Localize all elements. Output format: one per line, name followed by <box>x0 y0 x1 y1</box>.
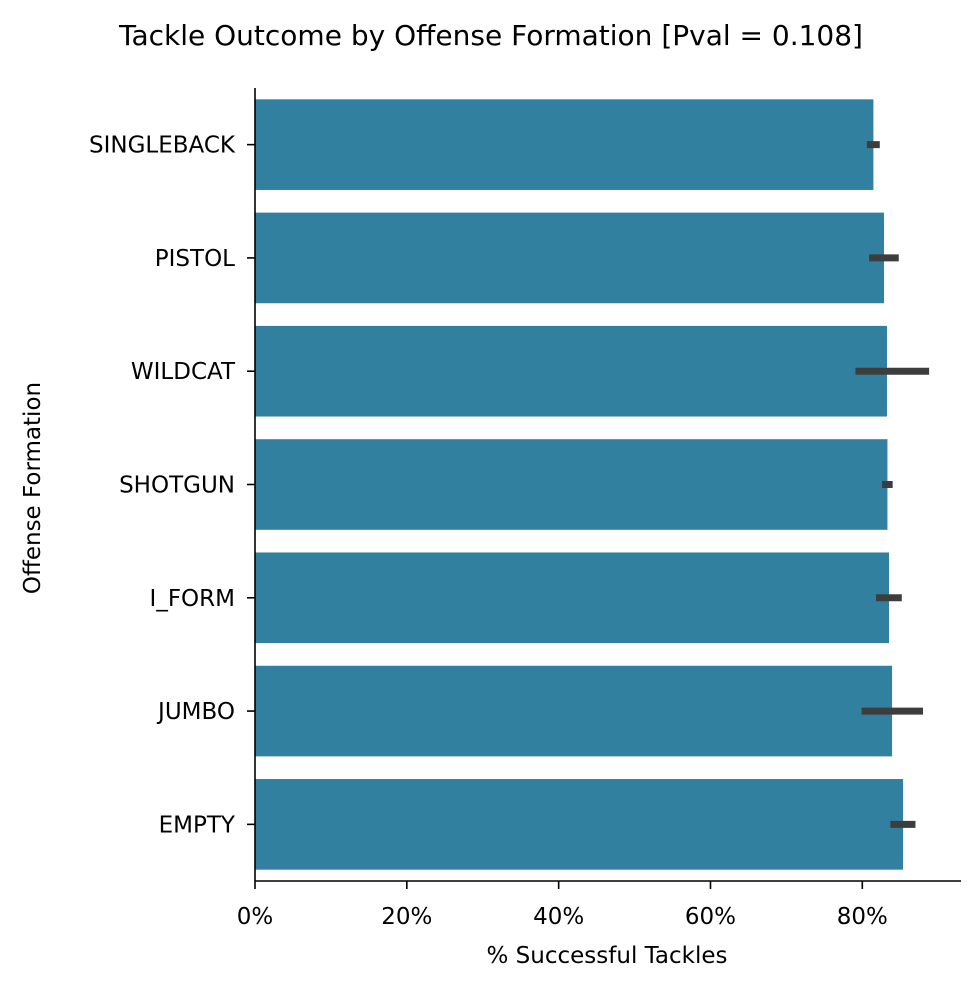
y-tick-label: SINGLEBACK <box>89 133 236 159</box>
bar-pistol <box>255 212 885 304</box>
x-tick-label: 80% <box>837 904 888 930</box>
bar-shotgun <box>255 439 888 530</box>
y-tick-label: I_FORM <box>150 586 235 612</box>
x-tick-label: 20% <box>381 904 432 930</box>
y-ticks-layer: SINGLEBACK PISTOL WILDCAT SHOTGUN I_FORM JUMB… <box>89 133 255 838</box>
bar-singleback <box>255 99 874 190</box>
x-ticks-layer: 0% 20% 40% 60% 80% <box>237 881 888 930</box>
bar-jumbo <box>255 665 893 757</box>
x-tick-label: 60% <box>685 904 736 930</box>
y-tick-label: JUMBO <box>156 699 235 725</box>
chart-title: Tackle Outcome by Offense Formation [Pva… <box>118 19 863 52</box>
bar-empty <box>255 779 904 870</box>
x-axis-label: % Successful Tackles <box>487 943 728 969</box>
error-bars-layer <box>855 141 930 828</box>
bar-wildcat <box>255 325 887 417</box>
y-tick-label: WILDCAT <box>131 359 236 385</box>
y-tick-label: SHOTGUN <box>119 473 235 499</box>
x-tick-label: 0% <box>237 904 274 930</box>
y-axis-label: Offense Formation <box>20 382 46 594</box>
bars-layer <box>255 99 904 870</box>
x-tick-label: 40% <box>533 904 584 930</box>
bar-i-form <box>255 552 890 644</box>
y-tick-label: EMPTY <box>159 812 236 838</box>
y-tick-label: PISTOL <box>155 246 235 272</box>
